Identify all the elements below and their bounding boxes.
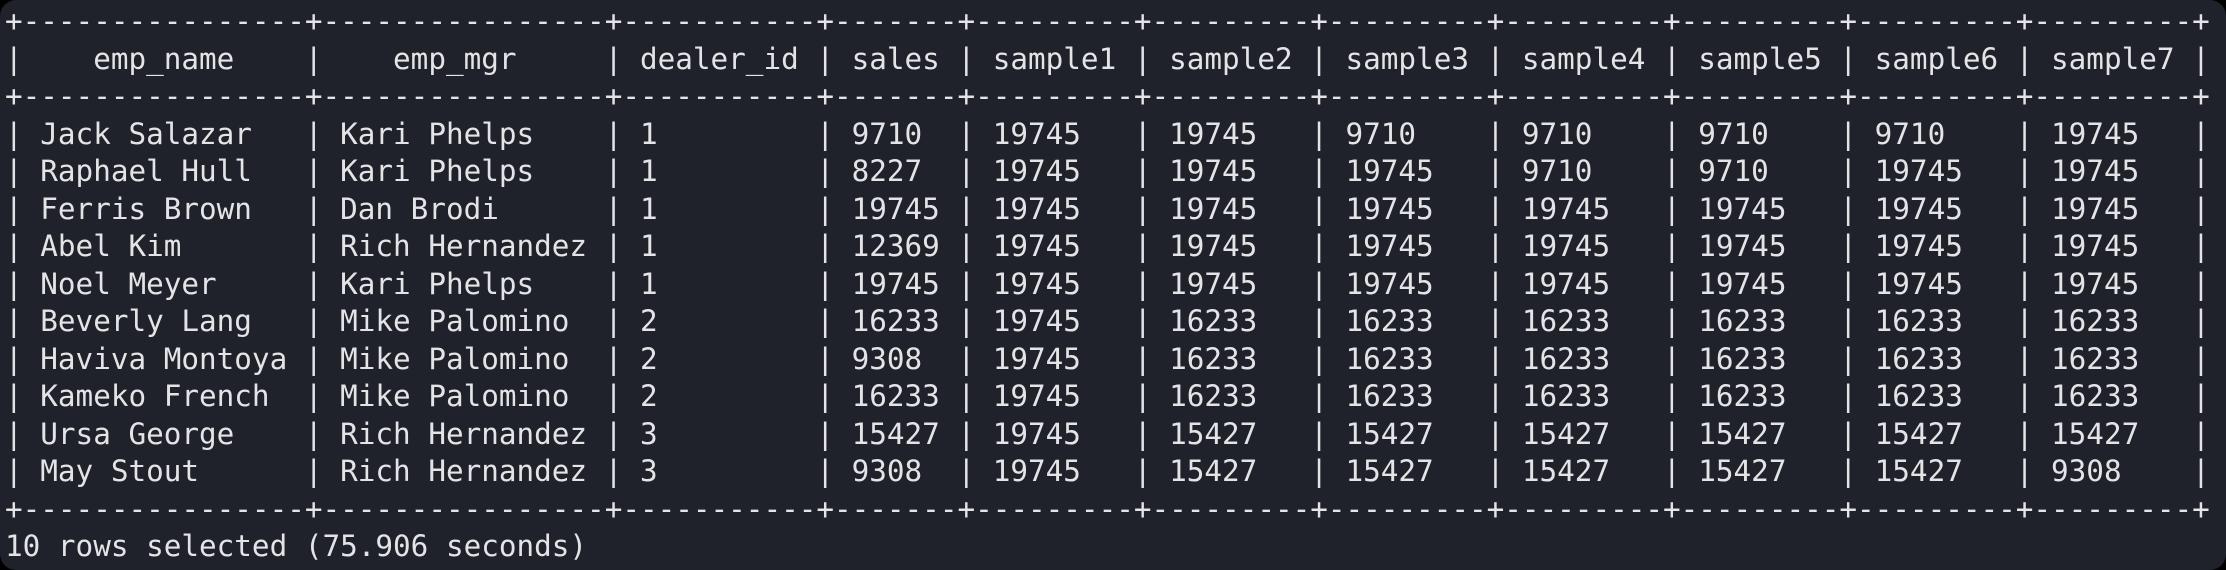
status-line: 10 rows selected (75.906 seconds) [5,529,588,563]
query-result-table: +----------------+----------------+-----… [5,4,2210,526]
